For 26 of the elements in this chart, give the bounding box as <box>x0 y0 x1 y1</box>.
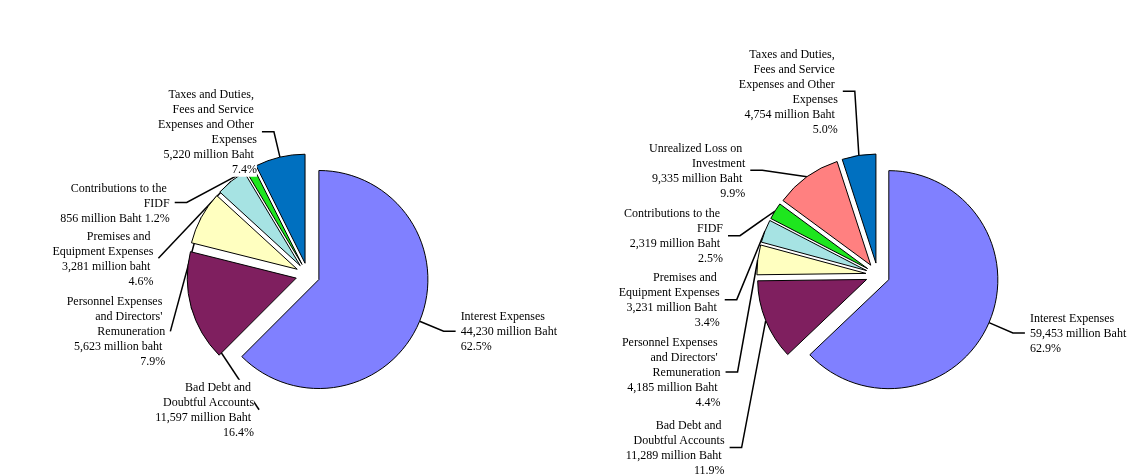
slice-label: Personnel Expenses and Directors' Remuneration <box>621 335 721 379</box>
slice-label: Bad Debt and Doubtful Accounts <box>633 418 725 448</box>
data-label: 3,231 million Baht 3.4% <box>626 300 720 330</box>
slice-label: Bad Debt and Doubtful Accounts <box>163 380 255 410</box>
slice-label: Taxes and Duties, Fees and Service Expenses and Other Expenses <box>738 46 839 106</box>
data-label: 856 million Baht 1.2% <box>60 210 170 225</box>
slice-label: Interest Expenses <box>1029 310 1115 325</box>
data-label: 11,597 million Baht 16.4% <box>155 410 255 440</box>
data-label: 44,230 million Baht 62.5% <box>460 324 560 354</box>
slice-label: Contributions to the FIDF <box>623 206 724 236</box>
slice-label: Premises and Equipment Expenses <box>618 270 721 300</box>
slice-label: Interest Expenses <box>460 309 546 324</box>
data-label: 9,335 million Baht 9.9% <box>651 170 746 200</box>
data-label: 2,319 million Baht 2.5% <box>629 236 723 266</box>
slice-label: Contributions to the FIDF <box>70 180 171 210</box>
data-label: 5,220 million Baht 7.4% <box>163 147 257 177</box>
data-label: 59,453 million Baht 62.9% <box>1029 325 1130 355</box>
data-label: 4,754 million Baht 5.0% <box>744 106 838 136</box>
data-label: 11,289 million Baht 11.9% <box>625 448 725 474</box>
data-label: 5,623 million baht 7.9% <box>74 339 166 369</box>
slice-label: Unrealized Loss on Investment <box>648 140 746 170</box>
slice-label: Personnel Expenses and Directors' Remuneration <box>66 294 166 339</box>
slice-label: Premises and Equipment Expenses <box>52 228 154 258</box>
data-label: 3,281 million baht 4.6% <box>62 258 154 288</box>
data-label: 4,185 million Baht 4.4% <box>627 380 721 409</box>
slice-label: Taxes and Duties, Fees and Service Expenses and Other Expenses <box>157 87 258 147</box>
